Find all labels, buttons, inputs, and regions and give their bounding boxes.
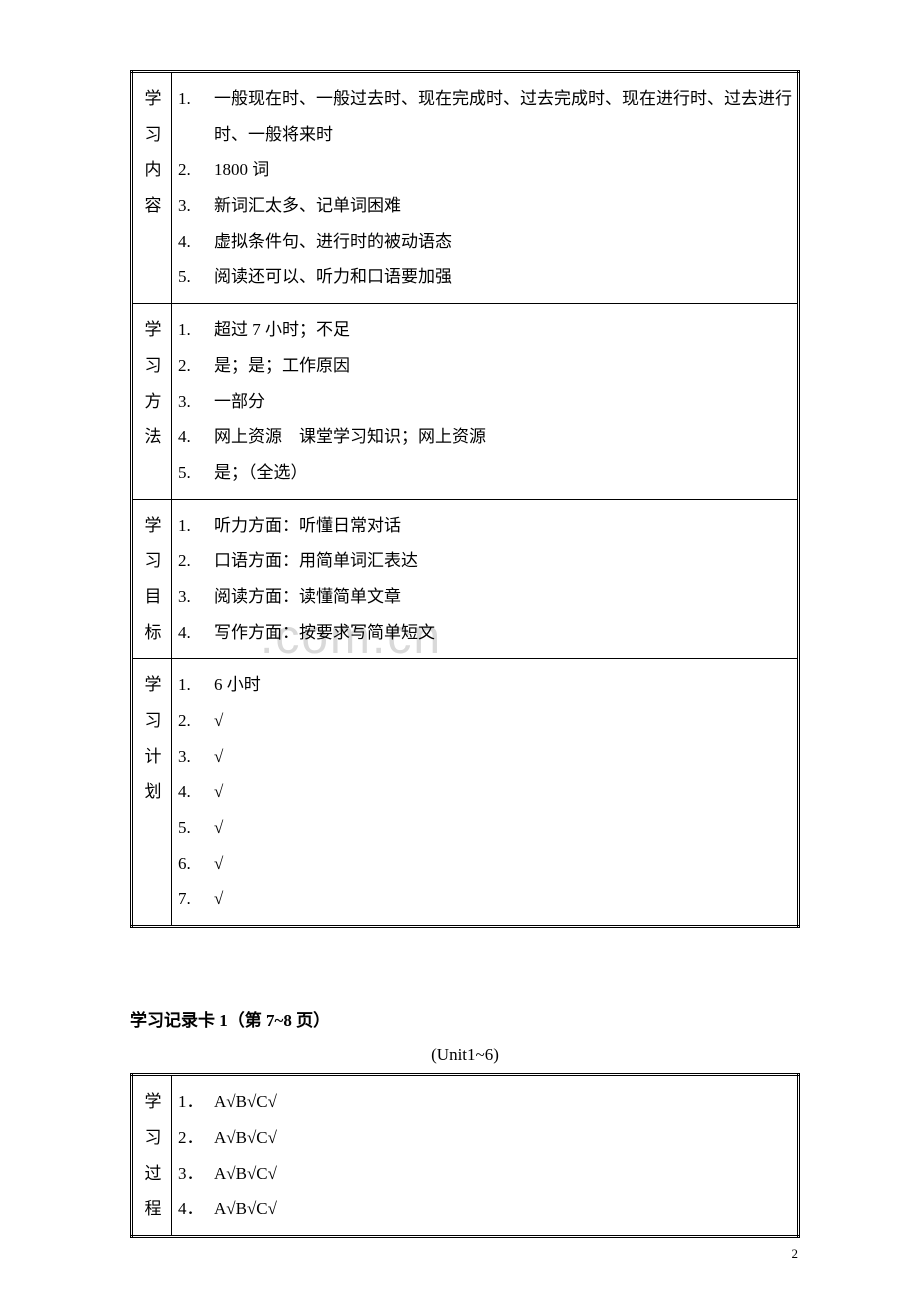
- item-text: √: [206, 846, 793, 882]
- item-number: 7.: [178, 881, 206, 917]
- item-number: 5.: [178, 259, 206, 295]
- item-text: 口语方面：用简单词汇表达: [206, 543, 793, 579]
- item-number: 1．: [178, 1084, 206, 1120]
- item-text: 阅读方面：读懂简单文章: [206, 579, 793, 615]
- item-number: 6.: [178, 846, 206, 882]
- row-content: 1.一般现在时、一般过去时、现在完成时、过去完成时、现在进行时、过去进行时、一般…: [172, 72, 799, 304]
- item-number: 5.: [178, 455, 206, 491]
- item-text: 虚拟条件句、进行时的被动语态: [206, 224, 793, 260]
- page-number: 2: [792, 1246, 799, 1262]
- row-content: 1.听力方面：听懂日常对话2.口语方面：用简单词汇表达3.阅读方面：读懂简单文章…: [172, 499, 799, 659]
- item-number: 5.: [178, 810, 206, 846]
- row-label: 学习计划: [132, 659, 172, 927]
- item-number: 3.: [178, 579, 206, 615]
- item-text: 新词汇太多、记单词困难: [206, 188, 793, 224]
- row-content: 1.6 小时2.√3.√4.√5.√6.√7.√: [172, 659, 799, 927]
- item-text: 一般现在时、一般过去时、现在完成时、过去完成时、现在进行时、过去进行时、一般将来…: [206, 81, 793, 152]
- item-number: 3.: [178, 188, 206, 224]
- item-text: A√B√C√: [206, 1084, 793, 1120]
- item-text: 听力方面：听懂日常对话: [206, 508, 793, 544]
- item-number: 4.: [178, 774, 206, 810]
- item-text: 网上资源 课堂学习知识；网上资源: [206, 419, 793, 455]
- item-text: A√B√C√: [206, 1156, 793, 1192]
- row-content: 1．A√B√C√2．A√B√C√3．A√B√C√4．A√B√C√: [172, 1075, 799, 1237]
- item-number: 1.: [178, 81, 206, 152]
- item-number: 2.: [178, 543, 206, 579]
- item-text: 1800 词: [206, 152, 793, 188]
- item-number: 3．: [178, 1156, 206, 1192]
- row-content: 1.超过 7 小时；不足2.是；是；工作原因3.一部分4.网上资源 课堂学习知识…: [172, 304, 799, 499]
- row-label: 学习方法: [132, 304, 172, 499]
- item-number: 2.: [178, 348, 206, 384]
- row-label: 学习内容: [132, 72, 172, 304]
- item-number: 2.: [178, 703, 206, 739]
- item-number: 1.: [178, 312, 206, 348]
- item-number: 4.: [178, 419, 206, 455]
- item-number: 2．: [178, 1120, 206, 1156]
- item-number: 3.: [178, 384, 206, 420]
- item-number: 4.: [178, 615, 206, 651]
- item-text: √: [206, 774, 793, 810]
- study-table-1: 学习内容1.一般现在时、一般过去时、现在完成时、过去完成时、现在进行时、过去进行…: [130, 70, 800, 928]
- unit-subtitle: (Unit1~6): [130, 1045, 800, 1065]
- item-number: 3.: [178, 739, 206, 775]
- study-table-2: 学习过程1．A√B√C√2．A√B√C√3．A√B√C√4．A√B√C√: [130, 1073, 800, 1238]
- item-text: A√B√C√: [206, 1191, 793, 1227]
- section-title: 学习记录卡 1（第 7~8 页）: [130, 1006, 800, 1031]
- item-text: 一部分: [206, 384, 793, 420]
- row-label: 学习目标: [132, 499, 172, 659]
- item-text: 是；（全选）: [206, 455, 793, 491]
- item-text: 是；是；工作原因: [206, 348, 793, 384]
- item-number: 4.: [178, 224, 206, 260]
- item-number: 1.: [178, 508, 206, 544]
- item-text: √: [206, 739, 793, 775]
- item-text: 6 小时: [206, 667, 793, 703]
- item-text: 写作方面：按要求写简单短文: [206, 615, 793, 651]
- item-text: √: [206, 881, 793, 917]
- item-number: 1.: [178, 667, 206, 703]
- item-text: √: [206, 703, 793, 739]
- item-text: 阅读还可以、听力和口语要加强: [206, 259, 793, 295]
- item-text: 超过 7 小时；不足: [206, 312, 793, 348]
- item-number: 4．: [178, 1191, 206, 1227]
- item-text: √: [206, 810, 793, 846]
- item-number: 2.: [178, 152, 206, 188]
- row-label: 学习过程: [132, 1075, 172, 1237]
- item-text: A√B√C√: [206, 1120, 793, 1156]
